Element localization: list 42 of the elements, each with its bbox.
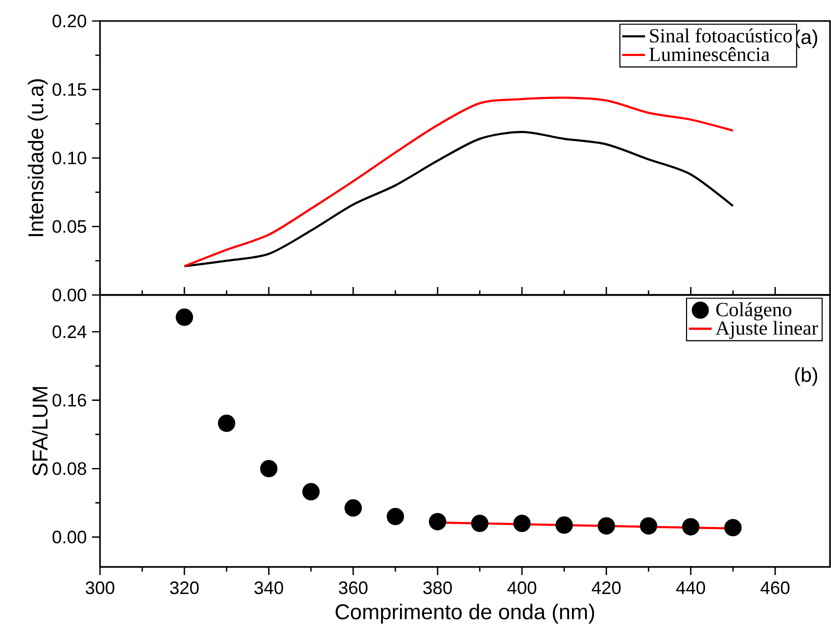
- legend-label: Ajuste linear: [716, 320, 818, 339]
- point: [471, 514, 488, 532]
- x-tick-label: 420: [592, 581, 621, 594]
- x-tick-label: 460: [760, 581, 790, 594]
- point: [302, 483, 320, 500]
- legend-label: Luminescência: [649, 47, 770, 62]
- line-series: [183, 96, 734, 268]
- legend-label: Colágeno: [716, 302, 792, 320]
- point: [555, 516, 573, 534]
- point: [513, 514, 531, 532]
- annotation: (b): [795, 367, 818, 386]
- y-axis-title: Intensidade (u.a): [28, 79, 48, 236]
- point: [176, 308, 194, 326]
- x-tick-label: 360: [338, 581, 368, 594]
- point: [386, 508, 404, 526]
- point: [428, 512, 446, 530]
- point: [260, 460, 278, 478]
- y-tick-label: 0.08: [52, 462, 86, 475]
- point: [640, 517, 658, 535]
- y-tick-label: 0.15: [52, 83, 86, 96]
- legend-label: Sinal fotoacústico: [650, 28, 792, 43]
- point: [724, 518, 742, 536]
- point: [598, 517, 616, 535]
- point: [344, 499, 362, 517]
- y-tick-label: 0.05: [52, 220, 86, 233]
- y-axis-title: SFA/LUM: [32, 387, 48, 476]
- y-tick-label: 0.00: [52, 530, 86, 544]
- point: [218, 414, 236, 432]
- x-tick-label: 300: [86, 581, 114, 594]
- y-tick-label: 0.24: [52, 325, 86, 338]
- line-series: [183, 130, 734, 268]
- x-tick-label: 320: [170, 581, 199, 594]
- y-tick-label: 0.16: [52, 394, 86, 407]
- x-axis-title: Comprimento de onda (nm): [336, 604, 594, 624]
- x-tick-label: 340: [254, 581, 284, 594]
- x-tick-label: 440: [676, 581, 706, 594]
- x-tick-label: 400: [507, 581, 536, 594]
- y-tick-label: 0.20: [52, 14, 86, 28]
- y-tick-label: 0.10: [52, 152, 86, 164]
- point: [682, 518, 700, 536]
- y-tick-label: 0.00: [52, 288, 86, 302]
- x-tick-label: 380: [423, 581, 452, 594]
